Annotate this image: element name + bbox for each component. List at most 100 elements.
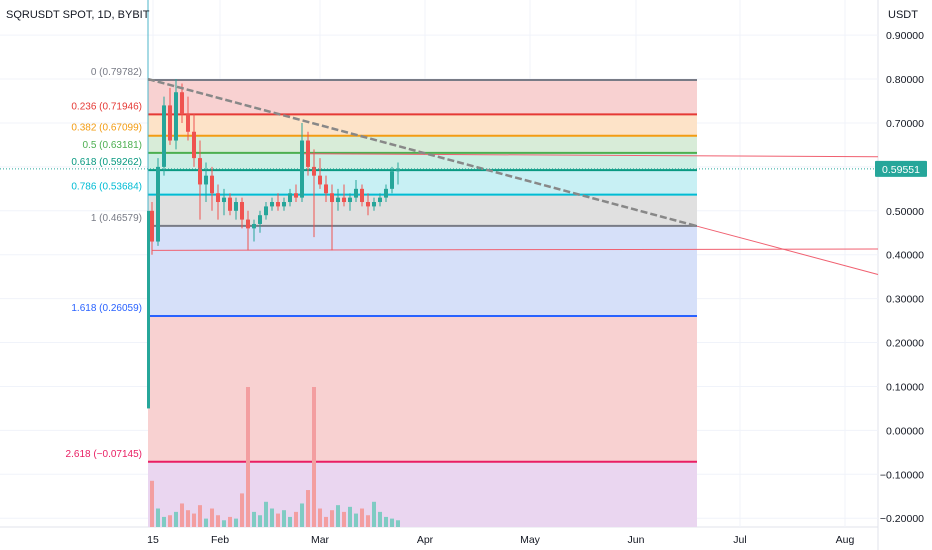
candle-body bbox=[156, 166, 160, 242]
volume-bar bbox=[378, 511, 382, 527]
volume-bar bbox=[294, 511, 298, 527]
volume-bar bbox=[366, 515, 370, 527]
fib-zone bbox=[148, 225, 697, 316]
candle-body bbox=[180, 92, 184, 115]
candle-body bbox=[354, 188, 358, 198]
x-tick-label: Jul bbox=[733, 534, 746, 546]
candle-body bbox=[372, 202, 376, 207]
y-tick-label: 0.20000 bbox=[886, 338, 924, 350]
volume-bar bbox=[312, 387, 316, 527]
fib-zone bbox=[148, 114, 697, 136]
volume-bar bbox=[240, 493, 244, 527]
resistance-ray bbox=[301, 153, 879, 158]
volume-bar bbox=[258, 515, 262, 527]
y-tick-label: 0.40000 bbox=[886, 250, 924, 262]
volume-bar bbox=[186, 510, 190, 527]
volume-bar bbox=[354, 513, 358, 527]
fib-zone bbox=[148, 194, 697, 226]
candle-body bbox=[300, 140, 304, 198]
fib-zone bbox=[148, 315, 697, 462]
volume-bar bbox=[288, 516, 292, 527]
volume-bar bbox=[228, 516, 232, 527]
y-tick-label: 0.70000 bbox=[886, 118, 924, 130]
candle-body bbox=[204, 175, 208, 185]
volume-bar bbox=[198, 505, 202, 527]
volume-bar bbox=[384, 516, 388, 527]
last-price-label: 0.59551 bbox=[882, 164, 920, 176]
candle-body bbox=[192, 131, 196, 159]
candle-body bbox=[288, 193, 292, 203]
volume-bar bbox=[150, 480, 154, 527]
candle-body bbox=[336, 197, 340, 203]
fib-zone bbox=[148, 135, 697, 153]
volume-bar bbox=[204, 518, 208, 527]
volume-bar bbox=[174, 511, 178, 527]
y-tick-label: 0.10000 bbox=[886, 381, 924, 393]
candle-body bbox=[396, 168, 400, 172]
candle-body bbox=[258, 215, 262, 224]
candle-body bbox=[348, 197, 352, 203]
volume-bar bbox=[270, 508, 274, 527]
candle-body bbox=[228, 197, 232, 211]
fib-zone bbox=[148, 152, 697, 171]
fib-zone bbox=[148, 80, 697, 115]
fib-zone bbox=[148, 461, 697, 527]
fib-level-label: 0.382 (0.67099) bbox=[71, 123, 142, 134]
volume-bar bbox=[210, 508, 214, 527]
candle-body bbox=[252, 223, 256, 229]
candle-body bbox=[366, 202, 370, 207]
candle-body bbox=[294, 193, 298, 198]
y-tick-label: 0.30000 bbox=[886, 294, 924, 306]
volume-bar bbox=[246, 387, 250, 527]
y-tick-label: 0.00000 bbox=[886, 425, 924, 437]
candle-body bbox=[234, 202, 238, 211]
candle-body bbox=[198, 158, 202, 185]
volume-bar bbox=[336, 505, 340, 527]
fib-level-label: 0 (0.79782) bbox=[91, 67, 142, 78]
volume-bar bbox=[234, 518, 238, 527]
y-tick-label: −0.20000 bbox=[880, 513, 924, 525]
last-price-badge bbox=[875, 160, 927, 177]
trend-ray bbox=[696, 225, 879, 275]
y-tick-label: 0.50000 bbox=[886, 206, 924, 218]
support-ray bbox=[151, 248, 879, 251]
x-tick-label: Feb bbox=[211, 534, 229, 546]
x-tick-label: Jun bbox=[628, 534, 645, 546]
candle-body bbox=[360, 188, 364, 203]
volume-bar bbox=[324, 516, 328, 527]
y-tick-label: 0.80000 bbox=[886, 74, 924, 86]
volume-bar bbox=[282, 510, 286, 527]
candle-body bbox=[210, 175, 214, 194]
candle-body bbox=[264, 206, 268, 216]
fib-level-label: 2.618 (−0.07145) bbox=[66, 449, 142, 460]
fib-level-label: 1.618 (0.26059) bbox=[71, 303, 142, 314]
volume-bar bbox=[276, 513, 280, 527]
fib-zone bbox=[148, 170, 697, 195]
volume-bar bbox=[318, 508, 322, 527]
candle-body bbox=[240, 202, 244, 220]
volume-bar bbox=[180, 503, 184, 527]
candle-body bbox=[324, 184, 328, 194]
fib-level-label: 0.786 (0.53684) bbox=[71, 182, 142, 193]
first-day-bar bbox=[147, 210, 150, 409]
fib-level-label: 0.618 (0.59262) bbox=[71, 157, 142, 168]
volume-bar bbox=[168, 515, 172, 527]
volume-bar bbox=[396, 520, 400, 527]
candle-body bbox=[306, 140, 310, 167]
y-tick-label: −0.10000 bbox=[880, 469, 924, 481]
volume-bar bbox=[162, 516, 166, 527]
dashed-trendline bbox=[147, 77, 698, 228]
candle-body bbox=[282, 202, 286, 207]
x-tick-label: Mar bbox=[311, 534, 330, 546]
candle-body bbox=[318, 175, 322, 185]
volume-bar bbox=[360, 508, 364, 527]
currency-label[interactable]: USDT bbox=[888, 9, 918, 21]
volume-bar bbox=[348, 506, 352, 527]
candle-body bbox=[330, 193, 334, 203]
candle-body bbox=[168, 105, 172, 141]
volume-bar bbox=[342, 511, 346, 527]
volume-bar bbox=[306, 490, 310, 527]
candle-body bbox=[216, 193, 220, 203]
candle-body bbox=[246, 219, 250, 229]
